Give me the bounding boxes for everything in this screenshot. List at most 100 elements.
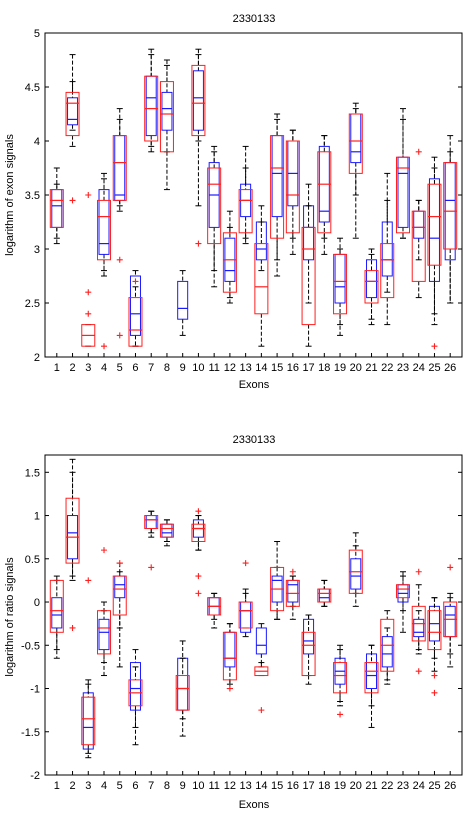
chart-ratio-signals: 2330133 logarithm of ratio signals Exons… xyxy=(4,434,463,811)
y-tick-label: 0.5 xyxy=(25,554,40,566)
box xyxy=(333,662,348,694)
outlier-point xyxy=(289,568,296,575)
box xyxy=(270,135,285,239)
box xyxy=(444,605,456,638)
x-tick-label: 24 xyxy=(413,362,425,374)
outlier-point xyxy=(195,573,202,580)
x-tick-label: 10 xyxy=(192,780,204,792)
outlier-point xyxy=(85,192,92,198)
box xyxy=(413,210,425,239)
x-tick-label: 4 xyxy=(101,780,107,792)
box xyxy=(301,631,316,677)
box xyxy=(145,515,157,530)
box xyxy=(114,135,126,201)
x-tick-label: 20 xyxy=(350,362,362,374)
box xyxy=(271,135,283,218)
outlier-point xyxy=(337,711,344,718)
x-tick-label: 9 xyxy=(180,780,186,792)
box xyxy=(255,627,267,655)
x-tick-label: 17 xyxy=(302,780,314,792)
x-tick-label: 3 xyxy=(85,362,91,374)
outlier-point xyxy=(132,278,139,285)
outlier-point xyxy=(415,148,422,155)
axes-frame xyxy=(44,454,463,776)
chart-title: 2330133 xyxy=(233,434,276,446)
x-tick-label: 19 xyxy=(334,362,346,374)
outlier-point xyxy=(116,332,123,339)
box xyxy=(114,575,126,599)
outlier-point xyxy=(258,707,265,714)
x-tick-label: 26 xyxy=(444,362,456,374)
box xyxy=(364,270,379,304)
x-tick-label: 1 xyxy=(54,362,60,374)
box xyxy=(49,189,64,228)
x-tick-label: 5 xyxy=(117,780,123,792)
box xyxy=(380,243,395,299)
outlier-point xyxy=(101,343,108,350)
x-tick-label: 16 xyxy=(287,780,299,792)
x-tick-label: 3 xyxy=(85,780,91,792)
outlier-point xyxy=(69,197,76,204)
box xyxy=(112,575,127,616)
box xyxy=(395,584,410,599)
y-tick-label: 2.5 xyxy=(25,298,40,310)
axes-frame xyxy=(44,32,463,358)
box xyxy=(350,113,362,164)
box xyxy=(129,275,141,336)
outlier-point xyxy=(242,560,249,567)
y-tick-label: 3.5 xyxy=(25,190,40,202)
x-tick-label: 12 xyxy=(224,780,236,792)
x-tick-label: 1 xyxy=(54,780,60,792)
box xyxy=(428,178,440,282)
box xyxy=(317,151,332,234)
x-tick-label: 14 xyxy=(255,362,267,374)
x-tick-label: 4 xyxy=(101,362,107,374)
box xyxy=(51,597,63,629)
x-tick-label: 15 xyxy=(271,362,283,374)
x-tick-label: 5 xyxy=(117,362,123,374)
x-axis-label: Exons xyxy=(239,799,270,811)
box xyxy=(49,579,64,633)
outlier-point xyxy=(101,547,108,554)
x-tick-label: 11 xyxy=(208,780,219,792)
outlier-point xyxy=(148,564,155,571)
box xyxy=(411,210,426,282)
box xyxy=(334,253,346,304)
x-tick-label: 7 xyxy=(148,362,154,374)
box xyxy=(128,297,143,347)
box xyxy=(81,696,96,746)
chart-title: 2330133 xyxy=(233,13,276,25)
x-tick-label: 15 xyxy=(271,780,283,792)
box xyxy=(65,497,80,564)
x-tick-label: 13 xyxy=(240,362,252,374)
x-tick-label: 18 xyxy=(318,362,330,374)
chart-exon-signals: 2330133 logarithm of exon signals Exons … xyxy=(4,13,463,391)
x-tick-label: 2 xyxy=(69,780,75,792)
outlier-point xyxy=(195,240,202,247)
y-tick-label: 2 xyxy=(34,352,40,364)
x-tick-label: 8 xyxy=(164,362,170,374)
box xyxy=(159,523,174,538)
x-tick-label: 14 xyxy=(255,780,267,792)
box xyxy=(191,523,206,542)
y-tick-label: -0.5 xyxy=(21,640,40,652)
outlier-point xyxy=(116,256,123,263)
box xyxy=(395,156,410,234)
box xyxy=(350,558,362,590)
x-tick-label: 8 xyxy=(164,780,170,792)
box xyxy=(303,618,315,655)
y-axis-label: logarithm of exon signals xyxy=(4,134,16,256)
outlier-point xyxy=(69,624,76,631)
x-tick-label: 25 xyxy=(428,780,440,792)
x-tick-label: 19 xyxy=(334,780,346,792)
x-tick-label: 26 xyxy=(444,780,456,792)
box xyxy=(207,167,222,245)
y-tick-label: 4 xyxy=(34,136,40,148)
y-tick-label: 4.5 xyxy=(25,82,40,94)
x-tick-label: 21 xyxy=(365,362,377,374)
outlier-point xyxy=(195,590,202,597)
outlier-point xyxy=(226,685,233,692)
y-tick-label: 0 xyxy=(34,597,40,609)
box xyxy=(222,232,237,293)
